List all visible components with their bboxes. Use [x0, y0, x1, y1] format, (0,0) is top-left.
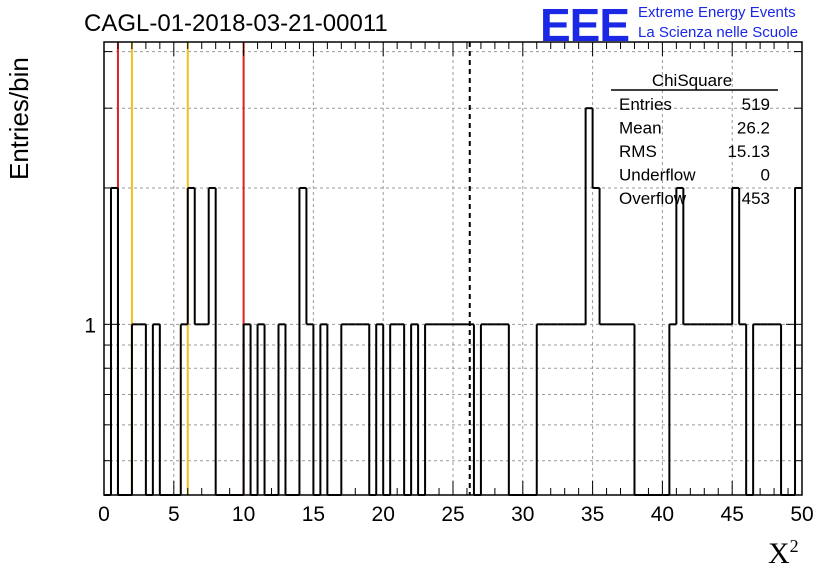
logo-line2: La Scienza nelle Scuole: [638, 24, 799, 41]
x-tick-label: 50: [790, 503, 813, 526]
stats-underflow-value: 0: [761, 166, 770, 185]
logo-line1: Extreme Energy Events: [638, 4, 796, 21]
x-tick-label: 5: [168, 503, 180, 526]
chart-title: CAGL-01-2018-03-21-00011: [84, 10, 388, 37]
stats-rms-value: 15.13: [727, 142, 770, 161]
x-tick-label: 25: [441, 503, 464, 526]
stats-overflow-value: 453: [742, 189, 770, 208]
x-tick-label: 30: [511, 503, 534, 526]
stats-entries-label: Entries: [619, 95, 672, 114]
x-tick-label: 10: [232, 503, 255, 526]
y-tick-label: 1: [84, 314, 96, 337]
x-axis-label: X2: [768, 536, 799, 571]
marker-lines: [116, 42, 471, 495]
stats-entries-value: 519: [742, 95, 770, 114]
x-tick-label: 15: [302, 503, 325, 526]
grid: [104, 42, 802, 495]
stats-title: ChiSquare: [652, 71, 732, 90]
x-tick-label: 35: [581, 503, 604, 526]
stats-underflow-label: Underflow: [619, 166, 696, 185]
x-tick-label: 20: [372, 503, 395, 526]
stats-overflow-label: Overflow: [619, 189, 687, 208]
histogram-series: [104, 107, 802, 496]
stats-box: ChiSquare Entries 519 Mean 26.2 RMS 15.13 Under…: [611, 71, 778, 208]
x-axis-label-superscript: 2: [789, 536, 799, 556]
x-tick-label: 0: [98, 503, 110, 526]
eee-logo: EEE Extreme Energy Events La Scienza nel…: [540, 0, 830, 51]
stats-rms-label: RMS: [619, 142, 657, 161]
x-axis-label-base: X: [768, 537, 790, 570]
x-tick-label: 40: [651, 503, 674, 526]
axes-frame: 0 5 10 15 20 25 30 35 40 45 50 1: [84, 41, 814, 526]
stats-mean-value: 26.2: [737, 119, 770, 138]
x-tick-label: 45: [721, 503, 744, 526]
stats-mean-label: Mean: [619, 119, 662, 138]
